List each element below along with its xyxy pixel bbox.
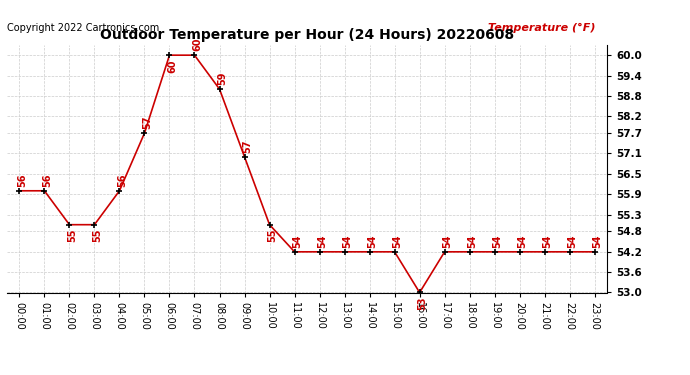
Text: 54: 54	[293, 234, 302, 248]
Text: 54: 54	[342, 234, 353, 248]
Text: 54: 54	[542, 234, 553, 248]
Text: 54: 54	[467, 234, 477, 248]
Text: 57: 57	[142, 116, 152, 129]
Text: 54: 54	[567, 234, 578, 248]
Text: 54: 54	[442, 234, 453, 248]
Text: 60: 60	[193, 38, 202, 51]
Text: 54: 54	[393, 234, 402, 248]
Text: 60: 60	[167, 59, 177, 73]
Text: 59: 59	[217, 71, 227, 85]
Text: Copyright 2022 Cartronics.com: Copyright 2022 Cartronics.com	[7, 22, 159, 33]
Text: 56: 56	[117, 173, 127, 187]
Text: 54: 54	[493, 234, 502, 248]
Text: 57: 57	[242, 139, 253, 153]
Text: 54: 54	[518, 234, 527, 248]
Text: 56: 56	[17, 173, 27, 187]
Text: 56: 56	[42, 173, 52, 187]
Text: 54: 54	[593, 234, 602, 248]
Text: Temperature (°F): Temperature (°F)	[488, 22, 595, 33]
Text: 54: 54	[367, 234, 377, 248]
Text: 55: 55	[92, 229, 102, 242]
Text: 54: 54	[317, 234, 327, 248]
Text: 55: 55	[67, 229, 77, 242]
Text: 53: 53	[417, 297, 427, 310]
Title: Outdoor Temperature per Hour (24 Hours) 20220608: Outdoor Temperature per Hour (24 Hours) …	[100, 28, 514, 42]
Text: 55: 55	[267, 229, 277, 242]
